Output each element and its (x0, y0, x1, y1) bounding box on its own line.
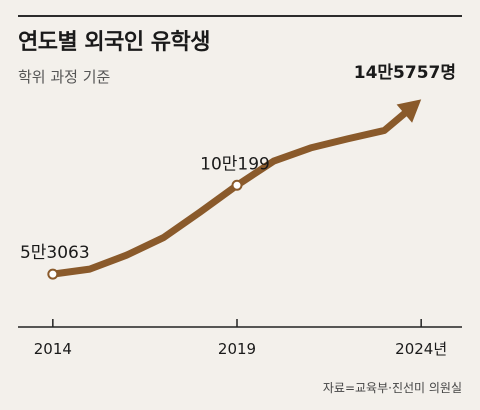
top-rule (18, 15, 462, 17)
x-tick-label: 2019 (218, 340, 256, 358)
data-point-marker (231, 179, 243, 191)
data-label: 5만3063 (20, 243, 90, 263)
x-tick-label: 2024년 (395, 340, 447, 358)
data-label: 10만199 (200, 154, 270, 174)
x-tick-label: 2014 (34, 340, 72, 358)
chart-title: 연도별 외국인 유학생 (18, 30, 210, 55)
data-label-final: 14만5757명 (354, 63, 456, 83)
source-note: 자료=교육부·진선미 의원실 (322, 381, 462, 395)
series-line (49, 108, 410, 278)
data-point-marker (47, 268, 59, 280)
series-arrowhead (396, 99, 422, 123)
chart-subtitle: 학위 과정 기준 (18, 68, 111, 86)
